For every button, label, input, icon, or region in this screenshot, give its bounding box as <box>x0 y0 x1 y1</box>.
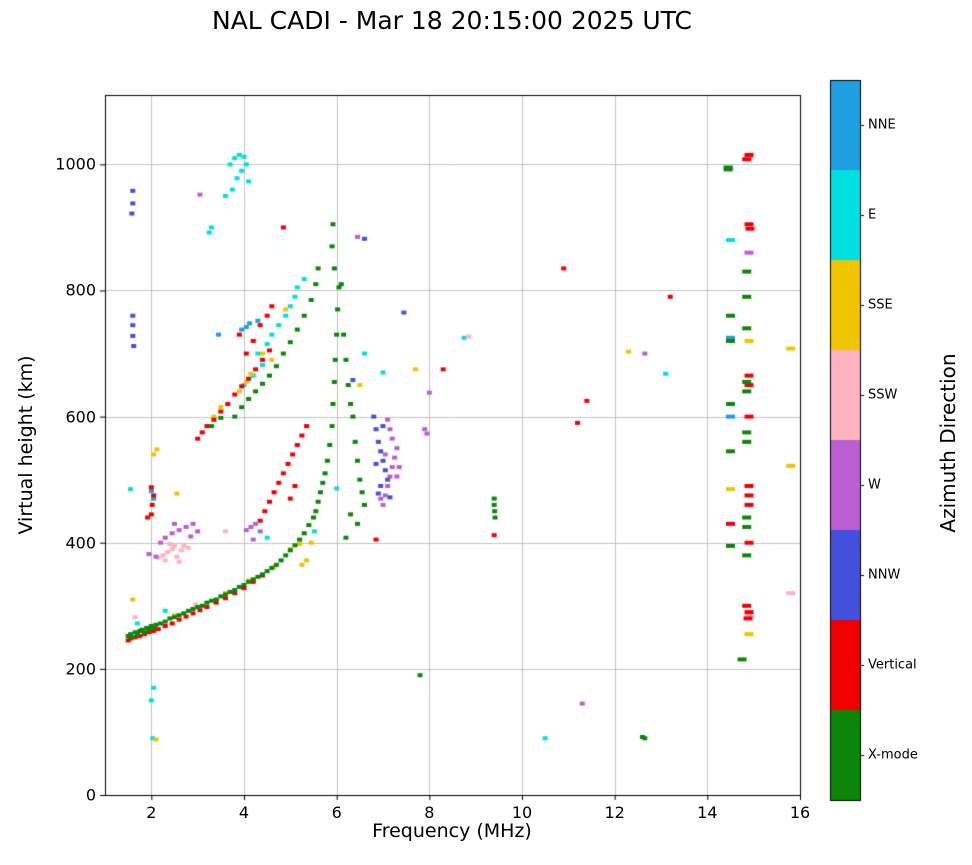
x-tick-label: 2 <box>146 803 157 822</box>
y-tick-label: 400 <box>65 533 96 553</box>
colorbar-category-label-ssw: SSW <box>868 387 898 403</box>
y-tick-label: 600 <box>65 407 96 427</box>
colorbar-category-label-nnw: NNW <box>868 567 901 583</box>
x-tick-label: 4 <box>238 803 250 822</box>
y-axis-label: Virtual height (km) <box>15 355 37 535</box>
colorbar-label: Azimuth Direction <box>936 353 960 533</box>
y-tick-label: 0 <box>85 785 96 805</box>
colorbar-category-label-nne: NNE <box>868 117 896 133</box>
x-tick-label: 10 <box>511 803 533 822</box>
colorbar-category-label-vertical: Vertical <box>868 657 917 673</box>
x-tick-label: 14 <box>697 803 718 822</box>
x-tick-label: 8 <box>424 803 435 822</box>
y-tick-label: 1000 <box>55 154 96 174</box>
x-tick-label: 6 <box>331 803 342 822</box>
colorbar-category-label-e: E <box>868 207 877 223</box>
y-tick-label: 800 <box>65 280 96 300</box>
y-tick-label: 200 <box>65 659 96 679</box>
x-tick-label: 12 <box>604 803 625 822</box>
chart-title: NAL CADI - Mar 18 20:15:00 2025 UTC <box>211 6 693 35</box>
x-axis-label: Frequency (MHz) <box>372 820 532 842</box>
colorbar-category-label-x-mode: X-mode <box>868 747 918 763</box>
x-tick-label: 16 <box>789 803 811 822</box>
colorbar-category-label-w: W <box>868 477 881 493</box>
colorbar-category-label-sse: SSE <box>868 297 893 313</box>
